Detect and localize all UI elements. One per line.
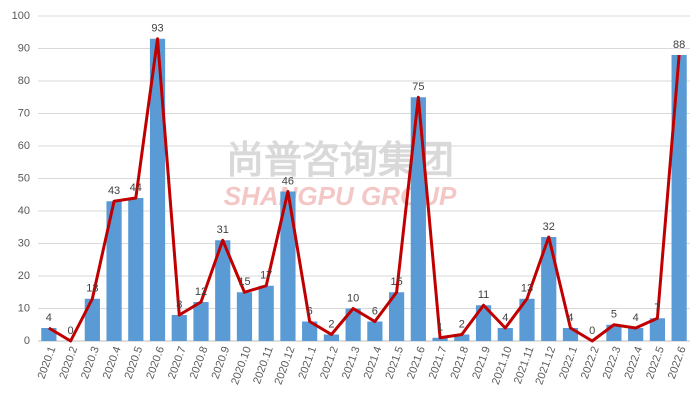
data-label: 6: [372, 305, 378, 317]
data-label: 13: [86, 283, 98, 295]
data-label: 15: [390, 276, 402, 288]
bar: [84, 298, 100, 341]
y-tick-label: 80: [18, 75, 30, 87]
y-tick-label: 70: [18, 107, 30, 119]
x-tick-label: 2021.12: [533, 345, 558, 386]
bar: [215, 240, 231, 341]
bar: [106, 201, 122, 341]
y-tick-label: 30: [18, 237, 30, 249]
x-tick-label: 2020.1: [36, 345, 59, 381]
bar: [149, 38, 166, 341]
data-label: 5: [611, 309, 617, 321]
x-tick-label: 2020.10: [229, 345, 254, 386]
x-tick-label: 2021.4: [362, 345, 385, 381]
bar: [258, 285, 274, 341]
y-tick-label: 0: [24, 335, 30, 347]
data-label: 11: [478, 289, 489, 301]
x-tick-label: 2022.5: [644, 345, 667, 381]
data-label: 12: [195, 286, 207, 298]
line: [48, 37, 681, 343]
x-tick-label: 2020.8: [188, 345, 211, 381]
x-tick-label: 2020.6: [144, 345, 167, 381]
bar: [302, 321, 318, 341]
x-tick-label: 2021.8: [449, 345, 472, 381]
bar: [454, 334, 470, 341]
data-label: 1: [437, 322, 443, 334]
bar: [128, 198, 144, 341]
data-label: 2: [459, 318, 465, 330]
data-label: 43: [108, 185, 120, 197]
data-label: 88: [673, 39, 685, 51]
x-tick-label: 2021.3: [340, 345, 363, 381]
bar: [171, 315, 187, 341]
bar: [193, 302, 209, 341]
bar: [236, 292, 253, 341]
data-label: 0: [589, 325, 595, 337]
y-tick-label: 10: [18, 302, 30, 314]
data-label: 93: [151, 23, 163, 35]
x-tick-label: 2021.11: [512, 345, 537, 386]
x-tick-label: 2021.6: [405, 345, 428, 381]
x-tick-label: 2021.10: [490, 345, 515, 386]
x-tick-label: 2021.2: [318, 345, 341, 381]
x-tick-label: 2022.3: [601, 345, 624, 381]
bar: [345, 308, 361, 341]
x-tick-label: 2020.11: [251, 345, 276, 386]
data-label: 44: [130, 182, 142, 194]
bar: [280, 191, 296, 341]
data-label: 32: [543, 221, 555, 233]
x-tick-label: 2021.5: [383, 345, 406, 381]
x-tick-label: 2020.5: [123, 345, 146, 381]
x-tick-label: 2020.2: [57, 345, 80, 381]
bar: [367, 321, 383, 341]
x-tick-label: 2022.6: [666, 345, 689, 381]
data-label: 75: [412, 81, 424, 93]
data-label: 4: [502, 312, 508, 324]
data-label: 7: [654, 302, 660, 314]
data-label: 13: [521, 283, 533, 295]
bar: [519, 298, 535, 341]
x-tick-label: 2020.12: [273, 345, 298, 386]
y-tick-label: 50: [18, 172, 30, 184]
data-label: 10: [347, 292, 359, 304]
data-label: 2: [328, 318, 334, 330]
bar: [497, 328, 513, 341]
bar: [323, 334, 340, 341]
bar: [541, 237, 557, 341]
bar: [475, 305, 492, 341]
bar: [432, 337, 448, 341]
x-tick-label: 2021.9: [470, 345, 493, 381]
data-label: 4: [633, 312, 639, 324]
data-label: 0: [68, 325, 74, 337]
data-label: 4: [567, 312, 573, 324]
x-tick-label: 2020.3: [79, 345, 102, 381]
bar: [410, 97, 426, 341]
x-tick-label: 2020.7: [166, 345, 189, 381]
data-label: 46: [282, 175, 294, 187]
y-tick-label: 90: [18, 42, 30, 54]
bar: [671, 55, 687, 341]
bar: [649, 318, 666, 341]
bar: [628, 328, 644, 341]
x-tick-label: 2022.4: [622, 345, 645, 381]
y-tick-label: 60: [18, 140, 30, 152]
y-tick-label: 20: [18, 270, 30, 282]
data-label: 4: [46, 312, 52, 324]
x-tick-label: 2021.7: [427, 345, 450, 381]
x-tick-label: 2020.4: [101, 345, 124, 381]
x-tick-label: 2020.9: [209, 345, 232, 381]
data-label: 31: [217, 224, 229, 236]
data-label: 17: [260, 270, 272, 282]
x-tick-label: 2022.1: [557, 345, 580, 381]
data-label: 15: [238, 276, 250, 288]
x-tick-label: 2022.2: [579, 345, 602, 381]
data-label: 8: [176, 299, 182, 311]
x-tick-label: 2021.1: [296, 345, 319, 381]
y-tick-label: 100: [12, 10, 30, 22]
y-tick-label: 40: [18, 205, 30, 217]
bar: [388, 292, 405, 341]
data-label: 6: [307, 305, 313, 317]
